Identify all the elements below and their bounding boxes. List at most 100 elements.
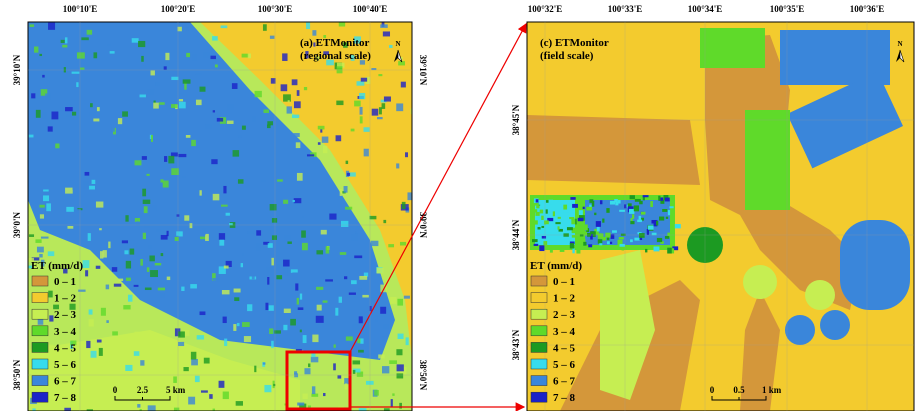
panel-title: (c) ETMonitor xyxy=(540,37,609,49)
texture xyxy=(270,204,277,210)
texture xyxy=(599,243,602,245)
texture xyxy=(546,209,548,213)
scale-label: 0.5 xyxy=(733,385,745,395)
texture xyxy=(96,202,103,208)
texture xyxy=(647,229,649,233)
texture xyxy=(178,342,184,346)
texture xyxy=(553,211,555,216)
x-label: 100°34'E xyxy=(688,4,723,14)
texture xyxy=(378,74,382,76)
texture xyxy=(379,107,382,114)
texture xyxy=(248,54,251,59)
texture xyxy=(271,341,274,348)
texture xyxy=(108,242,110,249)
texture xyxy=(268,243,273,248)
legend-swatch xyxy=(32,376,48,386)
legend-swatch xyxy=(531,309,547,319)
texture xyxy=(190,223,193,228)
texture xyxy=(344,186,348,193)
texture xyxy=(266,267,273,270)
legend-swatch xyxy=(531,342,547,352)
texture xyxy=(352,324,360,330)
texture xyxy=(138,41,145,47)
legend-title: ET (mm/d) xyxy=(530,260,582,272)
texture xyxy=(544,220,549,224)
texture xyxy=(563,205,567,210)
texture xyxy=(294,373,298,377)
texture xyxy=(130,249,135,255)
texture xyxy=(99,228,102,230)
texture xyxy=(91,351,97,358)
texture xyxy=(384,408,390,410)
texture xyxy=(67,226,73,229)
texture xyxy=(346,161,349,164)
texture xyxy=(39,254,42,258)
texture xyxy=(263,362,266,364)
texture xyxy=(602,219,604,223)
texture xyxy=(191,140,196,146)
texture xyxy=(49,315,53,321)
texture xyxy=(550,249,553,253)
texture xyxy=(217,118,223,122)
legend-label: 1 – 2 xyxy=(553,293,576,305)
texture xyxy=(267,125,271,128)
texture xyxy=(134,332,142,335)
texture xyxy=(83,181,89,189)
y-label: 38°50'N xyxy=(418,360,428,391)
texture xyxy=(639,233,645,238)
texture xyxy=(147,267,149,272)
texture xyxy=(219,233,225,240)
texture xyxy=(183,79,191,83)
texture xyxy=(572,204,578,208)
texture xyxy=(354,101,361,107)
texture xyxy=(349,292,356,294)
texture xyxy=(153,103,159,109)
texture xyxy=(382,103,386,109)
texture xyxy=(300,294,302,300)
texture xyxy=(283,260,290,267)
texture xyxy=(223,186,226,193)
texture xyxy=(665,236,669,239)
texture xyxy=(344,276,347,279)
texture xyxy=(389,360,397,364)
texture xyxy=(380,307,386,314)
texture xyxy=(287,268,290,276)
texture xyxy=(339,22,345,26)
texture xyxy=(171,168,179,175)
legend-label: 3 – 4 xyxy=(54,326,77,338)
texture xyxy=(45,93,50,99)
texture xyxy=(398,334,404,339)
texture xyxy=(272,218,277,223)
texture xyxy=(39,54,42,56)
texture xyxy=(148,405,156,411)
texture xyxy=(297,403,304,406)
legend-swatch xyxy=(531,326,547,336)
texture xyxy=(405,152,408,157)
texture xyxy=(174,408,179,411)
texture xyxy=(30,24,34,27)
texture xyxy=(654,247,660,252)
texture xyxy=(592,201,594,207)
texture xyxy=(148,245,152,249)
texture xyxy=(88,233,91,241)
texture xyxy=(227,121,234,124)
texture xyxy=(40,214,44,218)
texture xyxy=(223,392,229,400)
texture xyxy=(291,269,298,272)
texture xyxy=(632,214,634,218)
texture xyxy=(195,376,200,382)
texture xyxy=(583,207,585,209)
texture xyxy=(584,224,587,230)
legend-label: 0 – 1 xyxy=(553,276,575,288)
legend-label: 1 – 2 xyxy=(54,293,77,305)
texture xyxy=(178,154,186,157)
texture xyxy=(629,209,634,214)
texture xyxy=(321,230,327,235)
texture xyxy=(284,309,291,313)
texture xyxy=(571,219,575,224)
texture xyxy=(136,221,140,226)
texture xyxy=(570,243,574,248)
legend-swatch xyxy=(531,359,547,369)
texture xyxy=(252,275,255,279)
texture xyxy=(156,229,162,232)
